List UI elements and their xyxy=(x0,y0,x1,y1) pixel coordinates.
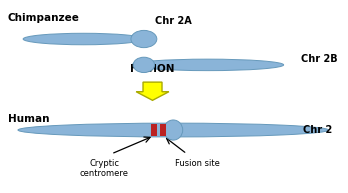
Bar xyxy=(160,124,166,136)
Text: FUSION: FUSION xyxy=(130,63,175,74)
Text: Cryptic
centromere: Cryptic centromere xyxy=(80,159,129,178)
Ellipse shape xyxy=(132,59,284,71)
Text: Chr 2A: Chr 2A xyxy=(155,16,192,26)
Ellipse shape xyxy=(164,120,183,140)
Text: Chr 2B: Chr 2B xyxy=(301,54,338,64)
Ellipse shape xyxy=(23,33,144,45)
Text: Chr 2: Chr 2 xyxy=(303,125,332,135)
Text: Human: Human xyxy=(8,114,49,124)
FancyArrow shape xyxy=(136,82,169,100)
Bar xyxy=(151,124,157,136)
Ellipse shape xyxy=(133,57,155,73)
Ellipse shape xyxy=(18,123,329,137)
Text: Fusion site: Fusion site xyxy=(175,159,220,168)
Text: Chimpanzee: Chimpanzee xyxy=(8,13,79,23)
Ellipse shape xyxy=(131,30,157,48)
